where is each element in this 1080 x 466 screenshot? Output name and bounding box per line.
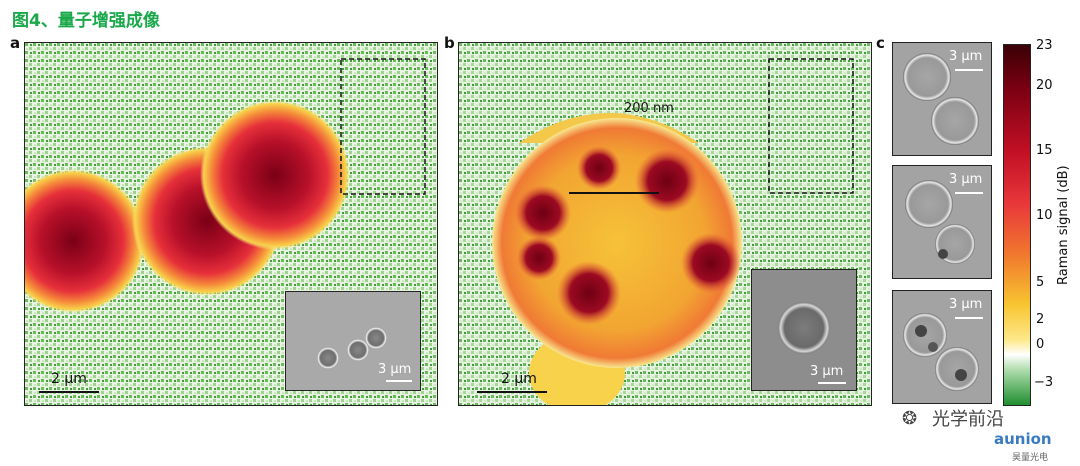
panel-c-cell-3-scalebar: 3 μm <box>949 297 983 312</box>
watermark-text-2: aunion <box>994 430 1052 448</box>
panel-a-scalebar-line <box>39 391 99 393</box>
colorbar-tick-15: 15 <box>1036 143 1053 158</box>
panel-c-cell-1: 3 μm <box>892 42 992 156</box>
colorbar-tick-10: 10 <box>1036 208 1053 223</box>
panel-label-c: c <box>876 34 885 52</box>
watermark-wechat-icon: ❂ <box>902 408 918 429</box>
panel-b-inset-scalebar-line <box>818 382 846 384</box>
colorbar <box>1003 44 1031 406</box>
panel-b-scalebar-text: 2 μm <box>501 371 537 387</box>
watermark-text-1: 光学前沿 <box>932 409 1004 430</box>
panel-label-a: a <box>10 34 21 52</box>
panel-c-cell-2-scalebar-line <box>955 192 983 194</box>
panel-c-cell-2-scalebar: 3 μm <box>949 172 983 187</box>
panel-b-inset: 3 μm <box>751 269 857 391</box>
panel-a-inset: 3 μm <box>285 291 421 391</box>
watermark-text-3: 昊量光电 <box>1012 453 1049 463</box>
panel-c-cell-3: 3 μm <box>892 290 992 404</box>
panel-a-scalebar-text: 2 μm <box>51 371 87 387</box>
panel-a-inset-scalebar-line <box>386 380 412 382</box>
panel-a-inset-scalebar-text: 3 μm <box>378 362 412 377</box>
colorbar-tick-2: 2 <box>1036 312 1045 327</box>
panel-c-cell-1-scalebar: 3 μm <box>949 49 983 64</box>
colorbar-tick-23: 23 <box>1036 38 1053 53</box>
figure-title: 图4、量子增强成像 <box>12 11 160 31</box>
panel-b-image: 200 nm 3 μm 2 μm <box>458 42 872 406</box>
panel-c-cell-3-scalebar-line <box>955 317 983 319</box>
colorbar-tick-20: 20 <box>1036 78 1053 93</box>
panel-label-b: b <box>444 34 455 52</box>
panel-c-cell-1-scalebar-line <box>955 69 983 71</box>
panel-b-inset-scalebar-text: 3 μm <box>810 364 844 379</box>
panel-b-scalebar-line <box>477 391 547 393</box>
colorbar-tick-0: 0 <box>1036 337 1045 352</box>
panel-a-image: 3 μm 2 μm <box>24 42 438 406</box>
colorbar-tick-5: 5 <box>1036 275 1045 290</box>
panel-b-annotation: 200 nm <box>624 101 674 116</box>
panel-c-cell-2: 3 μm <box>892 165 992 279</box>
colorbar-label: Raman signal (dB) <box>1056 165 1071 285</box>
colorbar-tick-minus3: −3 <box>1034 375 1054 390</box>
